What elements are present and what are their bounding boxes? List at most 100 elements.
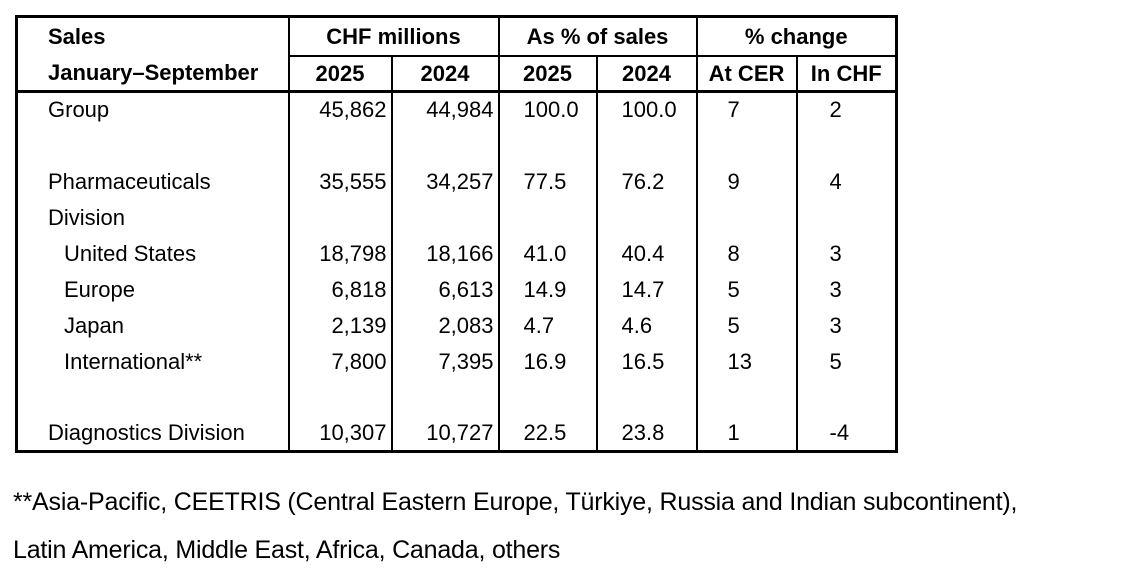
row-diagnostics: Diagnostics Division 10,307 10,727 22.5 … [16,415,897,452]
chf-2025-cell: 35,555 [288,163,393,200]
pct-2024-cell: 100.0 [596,91,698,128]
spacer-row [16,127,897,164]
row-pharmaceuticals: Pharmaceuticals 35,555 34,257 77.5 76.2 … [16,163,897,200]
chf-2025-cell [288,199,393,236]
pct-2025-cell [498,379,598,416]
chf-2024-cell [391,379,500,416]
pct-2025-cell: 22.5 [498,415,598,452]
subheader-chf-2024: 2024 [391,56,500,94]
in-chf-cell: 3 [829,312,842,338]
pct-2025-cell: 77.5 [498,163,598,200]
at-cer-cell: 1 [696,415,798,452]
at-cer-cell [696,379,798,416]
header-sub-row: 2025 2024 2025 2024 At CER In CHF [17,56,897,94]
chf-2025-cell [288,379,393,416]
footnote-line-2: Latin America, Middle East, Africa, Cana… [13,536,561,564]
subheader-pct-2024: 2024 [596,56,698,94]
at-cer-cell: 9 [696,163,798,200]
pct-2024-cell: 16.5 [596,343,698,380]
footnote-line-1: **Asia-Pacific, CEETRIS (Central Eastern… [13,488,1018,516]
in-chf-cell [797,380,897,416]
row-label-cell [16,127,290,164]
chf-2025-cell: 7,800 [288,343,393,380]
header-title-cell: Sales January–September [16,16,290,93]
row-label-cell: United States [16,235,290,272]
at-cer-cell: 13 [696,343,798,380]
at-cer-cell: 5 [696,307,798,344]
row-group: Group 45,862 44,984 100.0 100.0 7 2 [16,91,897,128]
in-chf-cell: 4 [829,168,842,194]
pct-2025-cell: 14.9 [498,271,598,308]
pct-2025-cell: 16.9 [498,343,598,380]
row-label-cell: Pharmaceuticals [16,163,290,200]
chf-2025-cell [288,127,393,164]
in-chf-cell: 3 [829,276,842,302]
row-label-cell: Group [16,91,290,128]
row-division-label: Division [16,199,897,236]
pct-2025-cell: 4.7 [498,307,598,344]
header-chf-millions: CHF millions [288,16,500,58]
spacer-row [16,379,897,416]
in-chf-cell [797,200,897,236]
row-international: International** 7,800 7,395 16.9 16.5 13… [16,343,897,380]
row-united-states: United States 18,798 18,166 41.0 40.4 8 … [16,235,897,272]
chf-2025-cell: 2,139 [288,307,393,344]
footnote: **Asia-Pacific, CEETRIS (Central Eastern… [13,478,1017,570]
pct-2025-cell: 100.0 [498,91,598,128]
chf-2024-cell: 2,083 [391,307,500,344]
header-title-line2: January–September [48,60,259,85]
subheader-in-chf: In CHF [796,56,897,94]
pct-2024-cell: 23.8 [596,415,698,452]
pct-2025-cell [498,127,598,164]
row-label-cell: Europe [16,271,290,308]
header-title-line1: Sales [48,24,106,49]
pct-2024-cell [596,379,698,416]
pct-2024-cell: 76.2 [596,163,698,200]
subheader-at-cer: At CER [696,56,798,94]
chf-2025-cell: 45,862 [288,91,393,128]
row-label-cell: Japan [16,307,290,344]
header-pct-change: % change [696,16,897,58]
in-chf-cell: 5 [829,348,842,374]
pct-2024-cell [596,127,698,164]
row-label-cell: Diagnostics Division [16,415,290,452]
pct-2025-cell: 41.0 [498,235,598,272]
chf-2024-cell [391,127,500,164]
chf-2024-cell: 6,613 [391,271,500,308]
at-cer-cell [696,127,798,164]
chf-2024-cell: 10,727 [391,415,500,452]
chf-2024-cell: 44,984 [391,91,500,128]
chf-2024-cell: 34,257 [391,163,500,200]
at-cer-cell: 8 [696,235,798,272]
chf-2025-cell: 10,307 [288,415,393,452]
at-cer-cell: 7 [696,91,798,128]
pct-2024-cell [596,199,698,236]
row-label-cell: Division [16,199,290,236]
pct-2025-cell [498,199,598,236]
at-cer-cell [696,199,798,236]
row-europe: Europe 6,818 6,613 14.9 14.7 5 3 [16,271,897,308]
sales-table: Sales January–September CHF millions As … [15,15,898,453]
header-group-row: Sales January–September CHF millions As … [16,16,897,93]
pct-2024-cell: 4.6 [596,307,698,344]
in-chf-cell: -4 [829,419,850,445]
table-body: Group 45,862 44,984 100.0 100.0 7 2 Phar… [16,91,897,452]
at-cer-cell: 5 [696,271,798,308]
row-label-cell: International** [16,343,290,380]
pct-2024-cell: 40.4 [596,235,698,272]
in-chf-cell: 3 [829,240,842,266]
chf-2025-cell: 6,818 [288,271,393,308]
chf-2024-cell [391,199,500,236]
row-label-cell [16,379,290,416]
row-japan: Japan 2,139 2,083 4.7 4.6 5 3 [16,307,897,344]
subheader-chf-2025: 2025 [288,56,393,94]
table-header: Sales January–September CHF millions As … [16,16,897,94]
chf-2024-cell: 18,166 [391,235,500,272]
header-as-pct-of-sales: As % of sales [498,16,698,58]
in-chf-cell [797,128,897,164]
chf-2024-cell: 7,395 [391,343,500,380]
chf-2025-cell: 18,798 [288,235,393,272]
pct-2024-cell: 14.7 [596,271,698,308]
in-chf-cell: 2 [829,97,842,123]
